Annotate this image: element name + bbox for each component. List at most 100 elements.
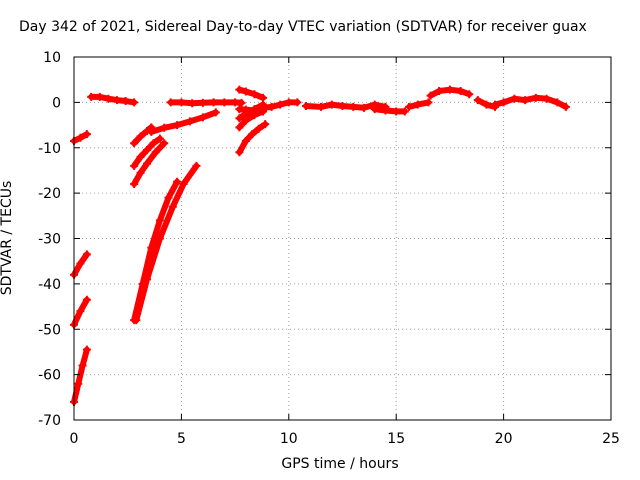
data-point bbox=[241, 87, 250, 96]
data-point bbox=[293, 98, 302, 107]
x-tick-label: 5 bbox=[177, 431, 186, 447]
data-arc-line bbox=[236, 108, 266, 131]
data-point bbox=[104, 94, 113, 103]
data-point bbox=[173, 121, 182, 130]
data-point bbox=[561, 102, 570, 111]
data-point bbox=[261, 120, 270, 129]
data-point bbox=[241, 116, 250, 125]
data-series-arc-17 bbox=[235, 120, 270, 157]
data-point bbox=[259, 93, 268, 102]
data-point bbox=[250, 111, 259, 120]
x-tick-label: 0 bbox=[70, 431, 79, 447]
y-tick-label: -50 bbox=[38, 322, 61, 338]
data-point bbox=[151, 148, 160, 157]
data-point bbox=[359, 103, 368, 112]
data-point bbox=[349, 102, 358, 111]
data-point bbox=[317, 102, 326, 111]
data-point bbox=[400, 107, 409, 116]
data-point bbox=[132, 316, 141, 325]
data-point bbox=[426, 91, 435, 100]
data-series-arc-24 bbox=[491, 93, 570, 111]
data-point bbox=[192, 161, 201, 170]
data-point bbox=[198, 98, 207, 107]
data-point bbox=[155, 234, 164, 243]
data-point bbox=[250, 90, 259, 99]
data-point bbox=[121, 97, 130, 106]
data-point bbox=[177, 98, 186, 107]
data-series-arc-7 bbox=[130, 134, 164, 170]
data-series-arc-20 bbox=[370, 105, 409, 116]
data-point bbox=[235, 85, 244, 94]
x-tick-label: 25 bbox=[602, 431, 620, 447]
data-point bbox=[542, 94, 551, 103]
data-point bbox=[76, 307, 85, 316]
data-point bbox=[220, 98, 229, 107]
data-point bbox=[381, 106, 390, 115]
x-tick-label: 20 bbox=[495, 431, 513, 447]
data-point bbox=[168, 202, 177, 211]
data-series-arc-11 bbox=[147, 108, 220, 136]
y-tick-label: -40 bbox=[38, 277, 61, 293]
data-point bbox=[456, 87, 465, 96]
data-point bbox=[130, 98, 139, 107]
data-point bbox=[445, 85, 454, 94]
data-point bbox=[235, 123, 244, 132]
data-series-arc-12 bbox=[166, 98, 246, 108]
y-tick-label: -30 bbox=[38, 232, 61, 248]
data-series-arc-10 bbox=[132, 161, 201, 325]
data-point bbox=[405, 102, 414, 111]
data-series-arc-3 bbox=[70, 295, 91, 329]
data-point bbox=[553, 98, 562, 107]
data-series-arc-22 bbox=[426, 85, 474, 100]
data-series-arc-13 bbox=[235, 85, 268, 102]
data-series-arc-8 bbox=[130, 139, 169, 189]
data-point bbox=[130, 180, 139, 189]
x-axis-label: GPS time / hours bbox=[281, 456, 399, 472]
data-arc-line bbox=[236, 101, 266, 122]
data-point bbox=[301, 102, 310, 111]
data-series-arc-21 bbox=[405, 98, 433, 111]
y-axis-label: SDTVAR / TECUs bbox=[0, 180, 15, 296]
plot-area bbox=[70, 85, 570, 406]
data-point bbox=[112, 96, 121, 105]
data-point bbox=[241, 136, 250, 145]
data-point bbox=[76, 133, 85, 142]
data-series-arc-18 bbox=[259, 98, 302, 112]
data-point bbox=[338, 102, 347, 111]
data-point bbox=[491, 100, 500, 109]
data-point bbox=[531, 93, 540, 102]
data-point bbox=[147, 127, 156, 136]
data-point bbox=[143, 159, 152, 168]
data-point bbox=[499, 98, 508, 107]
data-point bbox=[74, 379, 83, 388]
data-point bbox=[211, 108, 220, 117]
data-arc-line bbox=[71, 346, 90, 405]
data-point bbox=[82, 130, 91, 139]
data-point bbox=[143, 146, 152, 155]
data-point bbox=[173, 177, 182, 186]
data-point bbox=[413, 100, 422, 109]
data-point bbox=[235, 148, 244, 157]
data-point bbox=[370, 105, 379, 114]
data-series-arc-4 bbox=[70, 345, 91, 406]
data-point bbox=[160, 139, 169, 148]
chart-title: Day 342 of 2021, Sidereal Day-to-day VTE… bbox=[19, 19, 587, 35]
data-series-arc-2 bbox=[70, 250, 91, 279]
axis-tick-labels: 0 5 10 15 20 25 10 0 -10 -20 -30 -40 -50 -60 -70 bbox=[38, 50, 620, 447]
data-point bbox=[143, 275, 152, 284]
data-point bbox=[185, 117, 194, 126]
data-point bbox=[259, 103, 268, 112]
data-point bbox=[160, 123, 169, 132]
data-series-arc-5 bbox=[87, 92, 139, 107]
data-point bbox=[130, 161, 139, 170]
data-point bbox=[155, 134, 164, 143]
data-point bbox=[435, 87, 444, 96]
data-series-arc-1 bbox=[70, 130, 91, 145]
data-point bbox=[284, 98, 293, 107]
data-arc-line bbox=[131, 124, 155, 147]
y-tick-label: -70 bbox=[38, 413, 61, 429]
data-point bbox=[424, 98, 433, 107]
data-point bbox=[179, 180, 188, 189]
data-point bbox=[392, 107, 401, 116]
